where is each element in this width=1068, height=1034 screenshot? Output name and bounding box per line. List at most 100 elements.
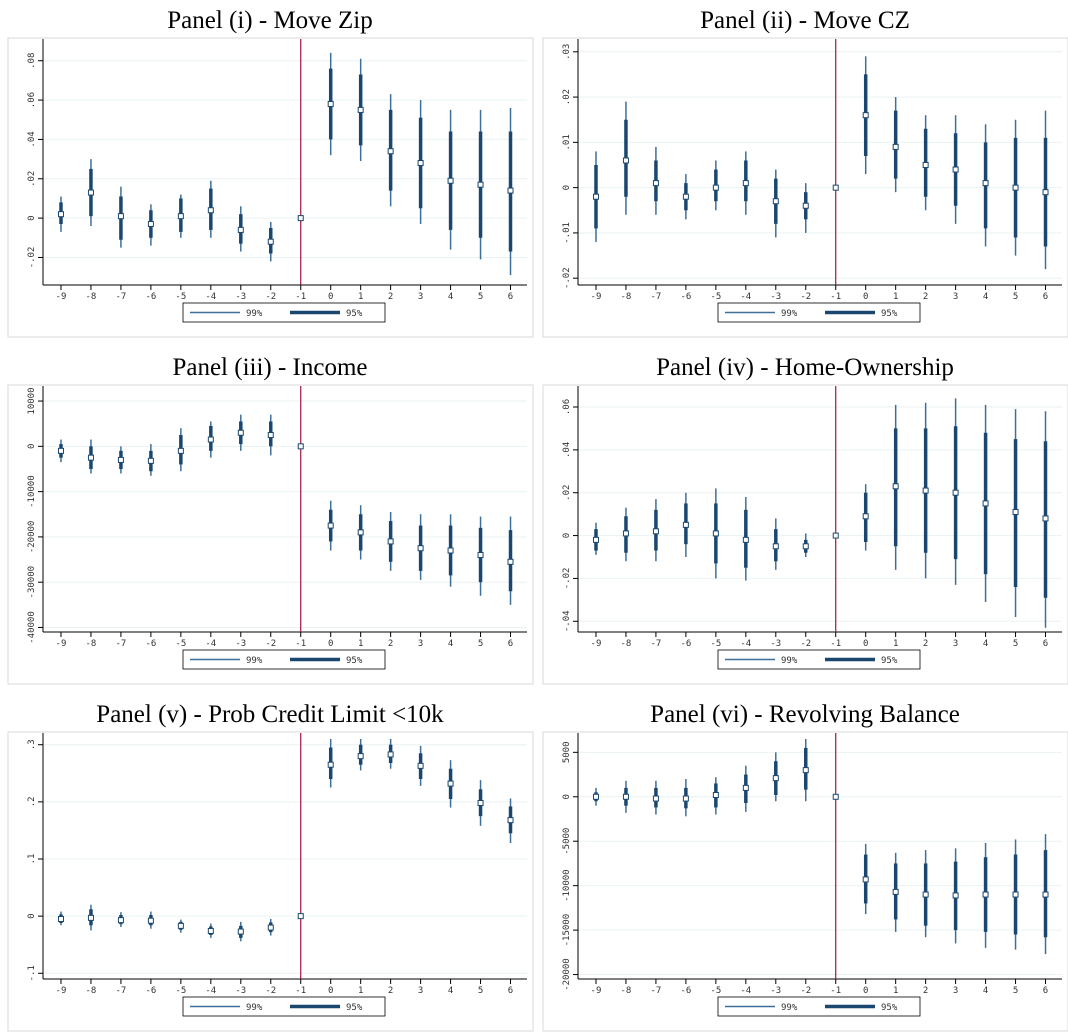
point-estimate [177,922,184,929]
x-tick-label: -5 [175,986,186,996]
panel-title: Panel (ii) - Move CZ [700,7,910,34]
point-estimate [922,891,929,898]
legend: 99% 95% [717,649,921,670]
y-tick-label: 0 [27,215,37,220]
legend-label: 99% [246,656,263,666]
y-tick-label: 0 [27,444,37,449]
y-tick-label: .06 [562,399,572,415]
point-estimate [507,187,514,194]
x-tick-label: 4 [983,986,988,996]
legend-label: 99% [246,309,263,319]
point-estimate [772,198,779,205]
x-tick-label: 3 [418,986,423,996]
x-tick-label: 3 [953,986,958,996]
point-estimate [712,184,719,191]
x-tick-label: 1 [893,986,898,996]
y-tick-label: -.02 [27,247,37,269]
x-tick-label: -5 [175,292,186,302]
point-estimate [1012,184,1019,191]
x-tick-label: -7 [650,986,661,996]
x-tick-label: 1 [358,639,363,649]
x-tick-label: -8 [621,292,632,302]
x-tick-label: -3 [770,292,781,302]
point-estimate [802,543,809,550]
x-tick-label: -7 [115,292,126,302]
x-tick-label: -7 [115,986,126,996]
point-estimate [682,193,689,200]
point-estimate [267,432,274,439]
x-tick-label: -4 [205,639,216,649]
point-estimate [742,536,749,543]
x-tick-label: -1 [295,986,306,996]
point-estimate [952,166,959,173]
x-tick-label: -6 [680,292,691,302]
y-tick-label: .02 [562,89,572,105]
point-estimate [507,558,514,565]
x-tick-label: 2 [388,639,393,649]
legend-label: 95% [881,656,898,666]
x-tick-label: 2 [923,292,928,302]
y-tick-label: 10000 [27,388,37,415]
x-tick-label: 0 [328,639,333,649]
panel-title: Panel (iii) - Income [172,354,367,381]
y-tick-label: .03 [562,44,572,60]
y-tick-label: .04 [27,131,37,147]
x-tick-label: -7 [650,639,661,649]
y-tick-label: 0 [562,794,572,799]
x-tick-label: 3 [418,292,423,302]
point-estimate [177,447,184,454]
point-estimate [892,143,899,150]
y-tick-label: -20000 [562,958,572,991]
x-tick-label: -3 [235,639,246,649]
x-tick-label: -3 [770,639,781,649]
point-estimate [622,793,629,800]
y-tick-label: -5000 [562,828,572,855]
x-tick-label: 0 [863,292,868,302]
point-estimate [477,181,484,188]
x-tick-label: 6 [1043,639,1048,649]
x-tick-label: 3 [953,292,958,302]
x-tick-label: -5 [175,639,186,649]
x-tick-label: 2 [923,986,928,996]
point-estimate [742,784,749,791]
x-tick-label: 6 [1043,986,1048,996]
x-tick-label: -3 [770,986,781,996]
point-estimate [952,892,959,899]
x-tick-label: 6 [1043,292,1048,302]
legend-label: 95% [346,656,363,666]
point-estimate [207,928,214,934]
point-estimate [1012,509,1019,515]
point-estimate [177,213,184,220]
point-estimate [622,530,629,537]
legend-box [717,302,921,323]
x-tick-label: -4 [740,639,751,649]
x-tick-label: 2 [388,986,393,996]
point-estimate [742,180,749,187]
point-estimate [982,891,989,898]
x-tick-label: 4 [983,292,988,302]
legend-label: 99% [246,1003,263,1013]
point-estimate [507,817,514,824]
x-tick-label: -8 [86,639,97,649]
point-estimate [357,529,364,536]
point-estimate [147,457,154,464]
x-tick-label: 5 [1013,986,1018,996]
point-estimate [87,454,94,461]
x-tick-label: -7 [650,292,661,302]
x-tick-label: -1 [830,639,841,649]
y-tick-label: -20000 [27,521,37,554]
point-estimate [267,924,274,931]
point-estimate [802,202,809,209]
x-tick-label: -8 [621,986,632,996]
x-tick-label: 0 [863,986,868,996]
x-tick-label: 1 [893,639,898,649]
x-tick-label: 1 [358,986,363,996]
point-estimate [117,917,124,924]
x-tick-label: -2 [265,986,276,996]
panel: Panel (v) - Prob Credit Limit <10k -.1 0 .1… [7,701,534,1032]
x-tick-label: -4 [205,986,216,996]
x-tick-label: -6 [680,986,691,996]
point-estimate [712,792,719,798]
point-estimate [447,547,454,554]
